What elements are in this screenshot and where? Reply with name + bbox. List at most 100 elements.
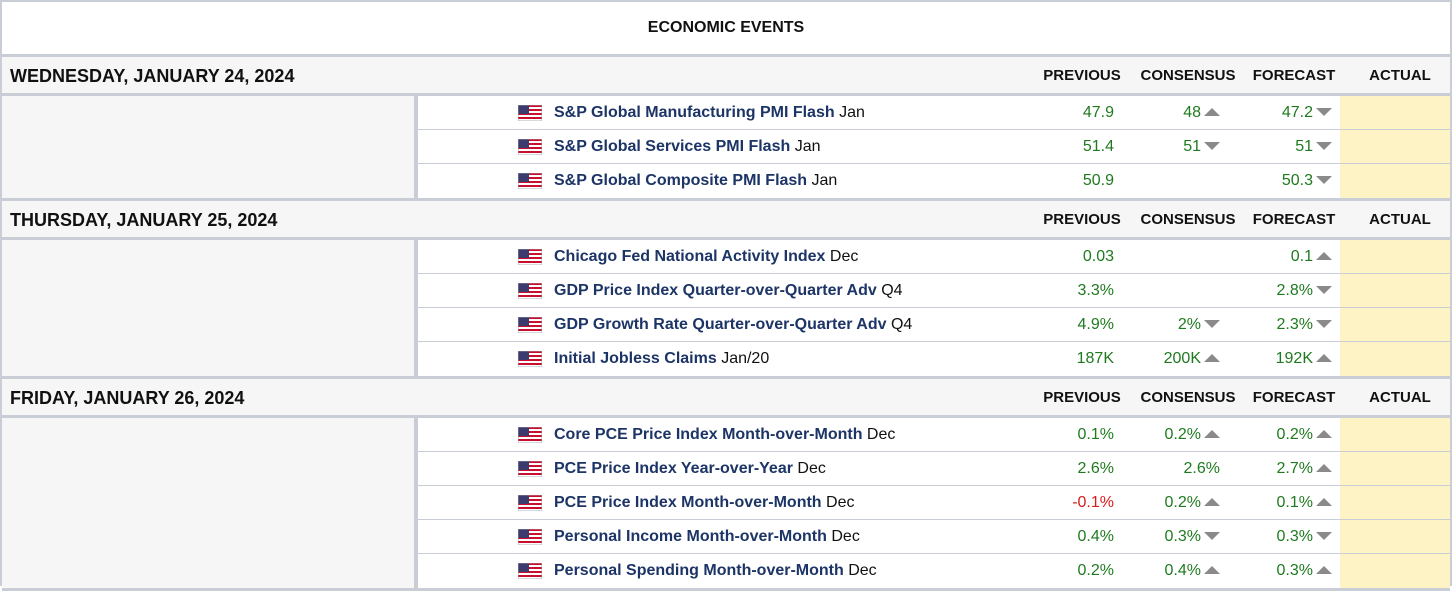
event-name[interactable]: S&P Global Composite PMI Flash (554, 172, 808, 189)
event-name[interactable]: Personal Spending Month-over-Month (554, 562, 844, 579)
previous-value: 0.4% (1077, 528, 1114, 545)
day-left-pane (2, 418, 418, 588)
event-row[interactable]: PCE Price Index Month-over-Month Dec -0.… (418, 486, 1450, 520)
actual-value (1340, 308, 1450, 341)
forecast-value: 50.3 (1282, 164, 1332, 198)
day-section: FRIDAY, JANUARY 26, 2024 PREVIOUS CONSEN… (2, 379, 1450, 591)
event-rows: S&P Global Manufacturing PMI Flash Jan 4… (418, 96, 1450, 198)
event-name[interactable]: S&P Global Manufacturing PMI Flash (554, 104, 835, 121)
forecast-value: 0.2% (1277, 418, 1332, 452)
event-row[interactable]: GDP Growth Rate Quarter-over-Quarter Adv… (418, 308, 1450, 342)
forecast-value: 51 (1295, 130, 1332, 164)
previous-value: 4.9% (1077, 316, 1114, 333)
previous-value: 187K (1076, 350, 1114, 367)
actual-value (1340, 520, 1450, 553)
forecast-value: 0.3% (1277, 520, 1332, 554)
event-name[interactable]: PCE Price Index Year-over-Year (554, 460, 793, 477)
forecast-value: 2.3% (1277, 308, 1332, 342)
event-period: Dec (826, 494, 855, 511)
us-flag-icon (518, 563, 542, 579)
forecast-value: 0.1 (1291, 240, 1332, 274)
forecast-trend-icon (1316, 320, 1332, 328)
forecast-value: 2.7% (1277, 452, 1332, 486)
event-period: Q4 (881, 282, 903, 299)
event-name[interactable]: PCE Price Index Month-over-Month (554, 494, 822, 511)
us-flag-icon (518, 249, 542, 265)
event-row[interactable]: Initial Jobless Claims Jan/20 187K 200K … (418, 342, 1450, 376)
event-row[interactable]: Personal Income Month-over-Month Dec 0.4… (418, 520, 1450, 554)
event-row[interactable]: S&P Global Composite PMI Flash Jan 50.9 … (418, 164, 1450, 198)
day-left-pane (2, 96, 418, 198)
consensus-value: 2.6% (1183, 460, 1220, 477)
event-title[interactable]: GDP Price Index Quarter-over-Quarter Adv… (554, 274, 903, 308)
forecast-value: 0.3% (1277, 554, 1332, 588)
forecast-trend-icon (1316, 532, 1332, 540)
event-name[interactable]: Personal Income Month-over-Month (554, 528, 827, 545)
previous-value: 50.9 (1082, 172, 1114, 189)
forecast-trend-icon (1316, 252, 1332, 260)
forecast-trend-icon (1316, 176, 1332, 184)
consensus-trend-icon (1204, 430, 1220, 438)
event-title[interactable]: Personal Spending Month-over-Month Dec (554, 554, 877, 588)
actual-value (1340, 554, 1450, 588)
consensus-value: 48 (1183, 96, 1220, 130)
previous-value: 0.03 (1082, 248, 1114, 265)
event-title[interactable]: PCE Price Index Year-over-Year Dec (554, 452, 826, 486)
day-header: FRIDAY, JANUARY 26, 2024 PREVIOUS CONSEN… (2, 379, 1450, 418)
event-row[interactable]: S&P Global Manufacturing PMI Flash Jan 4… (418, 96, 1450, 130)
column-header-forecast: FORECAST (1252, 389, 1336, 406)
day-header: THURSDAY, JANUARY 25, 2024 PREVIOUS CONS… (2, 201, 1450, 240)
forecast-trend-icon (1316, 430, 1332, 438)
event-row[interactable]: Chicago Fed National Activity Index Dec … (418, 240, 1450, 274)
event-name[interactable]: Initial Jobless Claims (554, 350, 717, 367)
event-name[interactable]: Chicago Fed National Activity Index (554, 248, 826, 265)
forecast-trend-icon (1316, 566, 1332, 574)
event-title[interactable]: Personal Income Month-over-Month Dec (554, 520, 860, 554)
day-events: S&P Global Manufacturing PMI Flash Jan 4… (2, 96, 1450, 201)
us-flag-icon (518, 317, 542, 333)
forecast-trend-icon (1316, 354, 1332, 362)
consensus-trend-icon (1204, 498, 1220, 506)
event-period: Jan (839, 104, 865, 121)
column-header-actual: ACTUAL (1369, 67, 1431, 84)
consensus-value: 2% (1178, 308, 1220, 342)
consensus-value: 0.3% (1165, 520, 1220, 554)
event-name[interactable]: GDP Growth Rate Quarter-over-Quarter Adv (554, 316, 887, 333)
event-title[interactable]: S&P Global Services PMI Flash Jan (554, 130, 821, 164)
event-period: Dec (848, 562, 877, 579)
event-period: Dec (829, 248, 859, 265)
event-title[interactable]: S&P Global Composite PMI Flash Jan (554, 164, 837, 198)
event-row[interactable]: PCE Price Index Year-over-Year Dec 2.6% … (418, 452, 1450, 486)
day-date: FRIDAY, JANUARY 26, 2024 (10, 388, 245, 408)
event-title[interactable]: Chicago Fed National Activity Index Dec (554, 240, 858, 274)
event-name[interactable]: GDP Price Index Quarter-over-Quarter Adv (554, 282, 877, 299)
day-section: WEDNESDAY, JANUARY 24, 2024 PREVIOUS CON… (2, 57, 1450, 201)
event-name[interactable]: Core PCE Price Index Month-over-Month (554, 426, 863, 443)
us-flag-icon (518, 529, 542, 545)
event-period: Jan (794, 138, 821, 155)
previous-value: -0.1% (1072, 494, 1114, 511)
forecast-trend-icon (1316, 286, 1332, 294)
event-rows: Core PCE Price Index Month-over-Month De… (418, 418, 1450, 588)
event-title[interactable]: Core PCE Price Index Month-over-Month De… (554, 418, 895, 452)
event-row[interactable]: Personal Spending Month-over-Month Dec 0… (418, 554, 1450, 588)
previous-value: 2.6% (1077, 460, 1114, 477)
event-row[interactable]: GDP Price Index Quarter-over-Quarter Adv… (418, 274, 1450, 308)
event-row[interactable]: S&P Global Services PMI Flash Jan 51.4 5… (418, 130, 1450, 164)
event-title[interactable]: Initial Jobless Claims Jan/20 (554, 342, 769, 376)
consensus-value: 0.4% (1165, 554, 1220, 588)
event-name[interactable]: S&P Global Services PMI Flash (554, 138, 791, 155)
event-title[interactable]: PCE Price Index Month-over-Month Dec (554, 486, 854, 520)
actual-value (1340, 164, 1450, 198)
event-title[interactable]: GDP Growth Rate Quarter-over-Quarter Adv… (554, 308, 912, 342)
consensus-value: 51 (1183, 130, 1220, 164)
actual-value (1340, 130, 1450, 163)
consensus-value: 0.2% (1165, 418, 1220, 452)
us-flag-icon (518, 495, 542, 511)
consensus-trend-icon (1204, 354, 1220, 362)
event-row[interactable]: Core PCE Price Index Month-over-Month De… (418, 418, 1450, 452)
day-section: THURSDAY, JANUARY 25, 2024 PREVIOUS CONS… (2, 201, 1450, 379)
event-period: Q4 (890, 316, 913, 333)
column-header-actual: ACTUAL (1369, 211, 1431, 228)
event-title[interactable]: S&P Global Manufacturing PMI Flash Jan (554, 96, 865, 130)
